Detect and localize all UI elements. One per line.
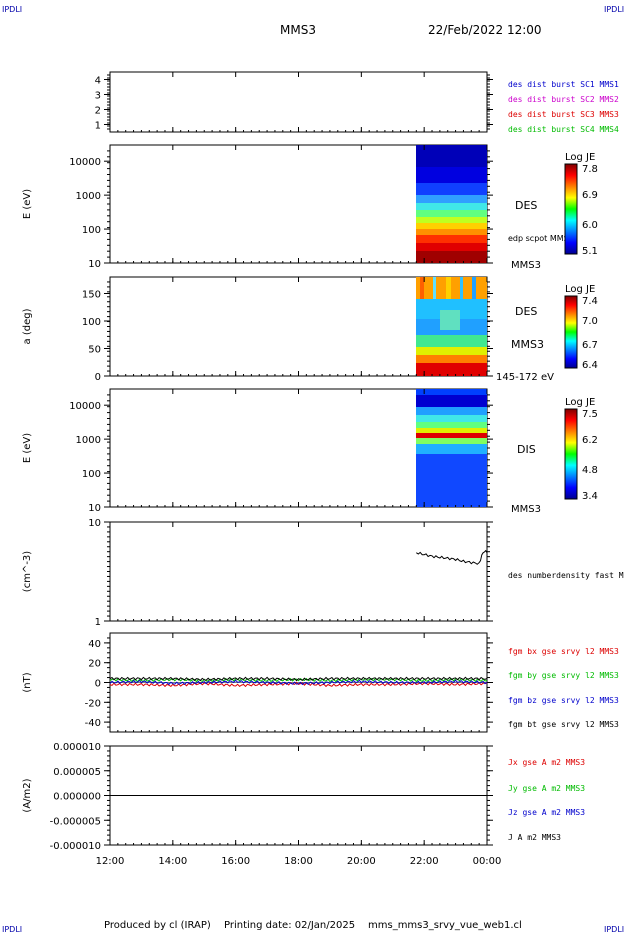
colorbar-tick-label: 6.2 [582, 435, 598, 446]
corner-label-top-left: IPDLI [2, 5, 22, 14]
y-tick-label: 40 [88, 639, 101, 650]
colorbar-title: Log JE [565, 284, 595, 295]
y-axis-label: E (eV) [22, 433, 33, 463]
y-axis-label: (cm^-3) [22, 551, 33, 592]
y-axis-label: E (eV) [22, 189, 33, 219]
y-tick-label: 1 [95, 121, 101, 132]
panel-density-frame [109, 521, 488, 622]
y-tick-label: 2 [95, 106, 101, 117]
y-tick-label: -40 [85, 718, 101, 729]
colorbar-tick-label: 5.1 [582, 246, 598, 257]
series-legend: des numberdensity fast M [508, 571, 624, 580]
side-label: 145-172 eV [496, 372, 554, 383]
x-tick-label: 16:00 [221, 856, 250, 867]
y-tick-label: 3 [95, 91, 101, 102]
colorbar-tick-label: 6.9 [582, 190, 598, 201]
side-label: MMS3 [511, 504, 541, 515]
corner-label-bottom-left: IPDLI [2, 925, 22, 934]
y-tick-label: 0.000010 [53, 742, 101, 753]
legend-entry: des dist burst SC3 MMS3 [508, 110, 619, 119]
colorbar-des-pitch [564, 295, 578, 369]
colorbar-tick-label: 7.8 [582, 164, 598, 175]
footer-printing-date: Printing date: 02/Jan/2025 [224, 920, 355, 931]
corner-label-bottom-right: IPDLI [604, 925, 624, 934]
y-tick-label: 1000 [76, 435, 101, 446]
x-tick-label: 00:00 [473, 856, 502, 867]
colorbar-dis-energy [564, 408, 578, 500]
legend-entry: des dist burst SC2 MMS2 [508, 95, 619, 104]
series-line [416, 549, 488, 565]
x-tick-label: 18:00 [284, 856, 313, 867]
y-tick-label: 0.000000 [53, 792, 101, 803]
footer-filename: mms_mms3_srvy_vue_web1.cl [368, 920, 522, 931]
colorbar-tick-label: 6.0 [582, 220, 598, 231]
series-legend: J A m2 MMS3 [508, 833, 561, 842]
des-pitch-spectrogram [416, 277, 487, 376]
y-tick-label: 0 [95, 679, 101, 690]
side-label: DES [515, 199, 537, 212]
series-line [109, 679, 488, 686]
y-axis-label: (nT) [22, 672, 33, 692]
series-legend: fgm bt gse srvy l2 MMS3 [508, 720, 619, 729]
y-tick-label: 0 [95, 372, 101, 383]
y-tick-label: -0.000010 [50, 841, 101, 852]
colorbar-tick-label: 3.4 [582, 491, 598, 502]
x-tick-label: 20:00 [347, 856, 376, 867]
x-tick-label: 12:00 [96, 856, 125, 867]
side-label: DIS [517, 443, 536, 456]
y-tick-label: 10000 [69, 157, 101, 168]
y-tick-label: 1 [95, 617, 101, 628]
colorbar-title: Log JE [565, 152, 595, 163]
y-tick-label: 100 [82, 469, 101, 480]
legend-entry: des dist burst SC4 MMS4 [508, 125, 619, 134]
y-tick-label: 10 [88, 259, 101, 270]
colorbar-tick-label: 7.0 [582, 316, 598, 327]
y-tick-label: 0.000005 [53, 767, 101, 778]
y-tick-label: 20 [88, 659, 101, 670]
y-tick-label: 10000 [69, 401, 101, 412]
colorbar-tick-label: 7.5 [582, 409, 598, 420]
plot-date: 22/Feb/2022 12:00 [428, 23, 542, 37]
y-tick-label: 150 [82, 290, 101, 301]
colorbar-des-energy [564, 163, 578, 255]
side-label: edp scpot MMS3 [508, 234, 574, 243]
panel-burst-frame [109, 71, 488, 133]
side-label: DES [515, 305, 537, 318]
y-tick-label: 1000 [76, 191, 101, 202]
corner-label-top-right: IPDLI [604, 5, 624, 14]
colorbar-tick-label: 4.8 [582, 465, 598, 476]
y-tick-label: 50 [88, 345, 101, 356]
series-legend: fgm by gse srvy l2 MMS3 [508, 671, 619, 680]
y-tick-label: -0.000005 [50, 816, 101, 827]
colorbar-tick-label: 6.4 [582, 360, 598, 371]
series-legend: Jx gse A m2 MMS3 [508, 758, 585, 767]
series-legend: Jy gse A m2 MMS3 [508, 784, 585, 793]
y-tick-label: 100 [82, 225, 101, 236]
des-energy-spectrogram [416, 145, 487, 263]
x-tick-label: 14:00 [158, 856, 187, 867]
y-tick-label: 4 [95, 76, 101, 87]
plot-title: MMS3 [280, 23, 316, 37]
side-label: MMS3 [511, 260, 541, 271]
x-tick-label: 22:00 [410, 856, 439, 867]
series-legend: Jz gse A m2 MMS3 [508, 808, 585, 817]
y-tick-label: 10 [88, 518, 101, 529]
footer-produced-by: Produced by cl (IRAP) [104, 920, 211, 931]
y-tick-label: 10 [88, 503, 101, 514]
side-label: MMS3 [511, 338, 544, 351]
colorbar-title: Log JE [565, 397, 595, 408]
y-tick-label: -20 [85, 698, 101, 709]
series-line [109, 676, 488, 682]
y-axis-label: a (deg) [22, 308, 33, 344]
series-legend: fgm bx gse srvy l2 MMS3 [508, 647, 619, 656]
colorbar-tick-label: 6.7 [582, 340, 598, 351]
y-tick-label: 100 [82, 317, 101, 328]
y-axis-label: (A/m2) [22, 778, 33, 812]
series-line [109, 681, 488, 688]
dis-energy-spectrogram [416, 389, 487, 507]
series-legend: fgm bz gse srvy l2 MMS3 [508, 696, 619, 705]
colorbar-tick-label: 7.4 [582, 296, 598, 307]
legend-entry: des dist burst SC1 MMS1 [508, 80, 619, 89]
